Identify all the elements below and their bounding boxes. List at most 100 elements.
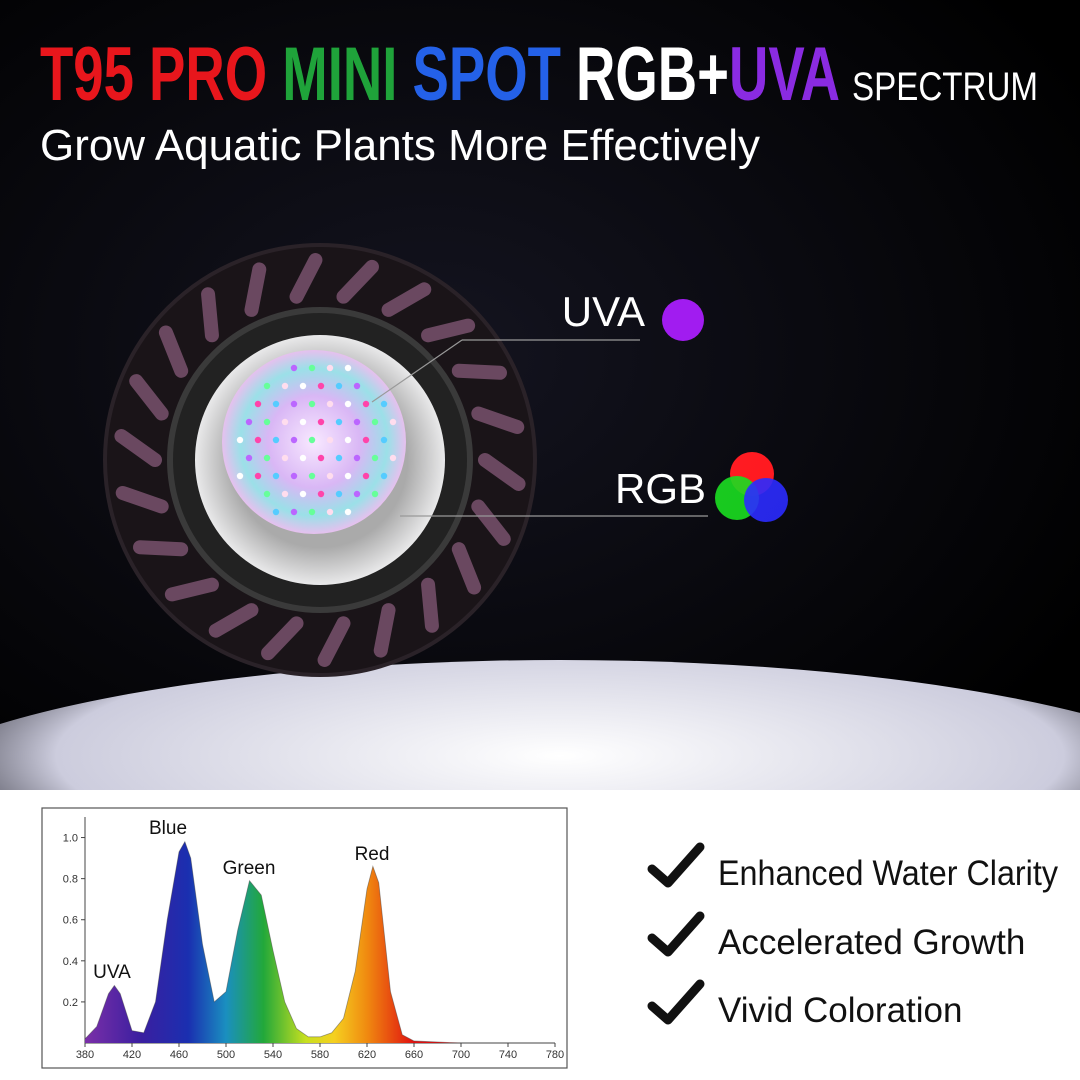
led <box>335 454 343 462</box>
led <box>344 364 352 372</box>
led <box>263 418 271 426</box>
led <box>299 454 307 462</box>
led <box>335 490 343 498</box>
x-tick-label: 700 <box>452 1049 470 1061</box>
x-tick-label: 380 <box>76 1049 94 1061</box>
led <box>281 382 289 390</box>
led <box>380 400 388 408</box>
led <box>263 490 271 498</box>
fin <box>381 282 432 317</box>
led <box>389 454 397 462</box>
led <box>317 418 325 426</box>
callout-label: RGB <box>615 465 706 512</box>
fin <box>317 616 351 667</box>
led <box>308 400 316 408</box>
led <box>299 418 307 426</box>
led <box>326 400 334 408</box>
led <box>389 418 397 426</box>
lamp <box>103 243 537 677</box>
fin <box>115 485 169 514</box>
led <box>353 382 361 390</box>
fin <box>471 499 511 546</box>
feature-text: Enhanced Water Clarity <box>718 854 1058 893</box>
fin <box>478 453 526 491</box>
fin <box>261 616 304 661</box>
led <box>362 472 370 480</box>
led <box>254 436 262 444</box>
callout-label: UVA <box>562 288 645 335</box>
led <box>380 436 388 444</box>
x-tick-label: 500 <box>217 1049 235 1061</box>
title-part: RGB+ <box>576 32 729 117</box>
chart-frame <box>41 807 568 1069</box>
led <box>344 508 352 516</box>
led <box>317 454 325 462</box>
title-part: MINI <box>282 32 397 117</box>
led <box>335 382 343 390</box>
fin <box>244 262 267 317</box>
title: T95 PRO MINI SPOT RGB+UVA SPECTRUM <box>40 32 1038 117</box>
led <box>281 490 289 498</box>
led <box>299 490 307 498</box>
led <box>281 454 289 462</box>
led <box>290 364 298 372</box>
led <box>263 382 271 390</box>
led <box>236 436 244 444</box>
spectrum-area <box>85 841 555 1043</box>
led <box>254 472 262 480</box>
peak-label: Blue <box>149 818 187 839</box>
led <box>272 436 280 444</box>
title-text: T95 PRO MINI SPOT RGB+UVA <box>40 32 840 117</box>
fin <box>421 577 439 633</box>
led <box>254 400 262 408</box>
y-tick-label: 0.2 <box>63 997 78 1009</box>
y-tick-label: 0.6 <box>63 915 78 927</box>
spectrum-chart: 0.2 0.4 0.6 0.8 1.0 380 420 460 500 540 580 620 660 7… <box>63 817 564 1061</box>
fin <box>471 406 525 435</box>
led <box>326 472 334 480</box>
led <box>344 436 352 444</box>
fin <box>289 253 323 304</box>
y-tick-label: 0.8 <box>63 874 78 886</box>
x-tick-label: 420 <box>123 1049 141 1061</box>
features: Enhanced Water Clarity Accelerated Growth… <box>647 842 1058 1030</box>
fin <box>421 318 476 343</box>
fin <box>114 429 162 467</box>
led <box>362 400 370 408</box>
y-tick-label: 0.4 <box>63 956 78 968</box>
subtitle: Grow Aquatic Plants More Effectively <box>40 121 760 170</box>
y-tick-label: 1.0 <box>63 833 78 845</box>
spectrum-line <box>84 840 555 1044</box>
led <box>380 472 388 480</box>
peak-label: Red <box>355 844 390 865</box>
title-part: UVA <box>729 32 840 117</box>
led <box>326 436 334 444</box>
led <box>371 418 379 426</box>
title-part: SPOT <box>412 32 560 117</box>
x-tick-label: 660 <box>405 1049 423 1061</box>
led <box>245 418 253 426</box>
x-tick-label: 460 <box>170 1049 188 1061</box>
led <box>236 472 244 480</box>
check-icon <box>647 842 705 888</box>
led <box>272 400 280 408</box>
led <box>326 364 334 372</box>
led <box>299 382 307 390</box>
led <box>317 490 325 498</box>
led <box>308 364 316 372</box>
led <box>362 436 370 444</box>
x-tick-label: 620 <box>358 1049 376 1061</box>
led <box>371 490 379 498</box>
led <box>290 400 298 408</box>
led <box>290 472 298 480</box>
led <box>344 400 352 408</box>
x-tick-label: 780 <box>546 1049 564 1061</box>
led <box>290 508 298 516</box>
fin <box>129 374 169 421</box>
led <box>272 472 280 480</box>
uva-dot <box>662 299 704 341</box>
check-icon <box>647 979 705 1025</box>
fin <box>164 577 219 602</box>
feature-text: Vivid Coloration <box>718 991 963 1030</box>
